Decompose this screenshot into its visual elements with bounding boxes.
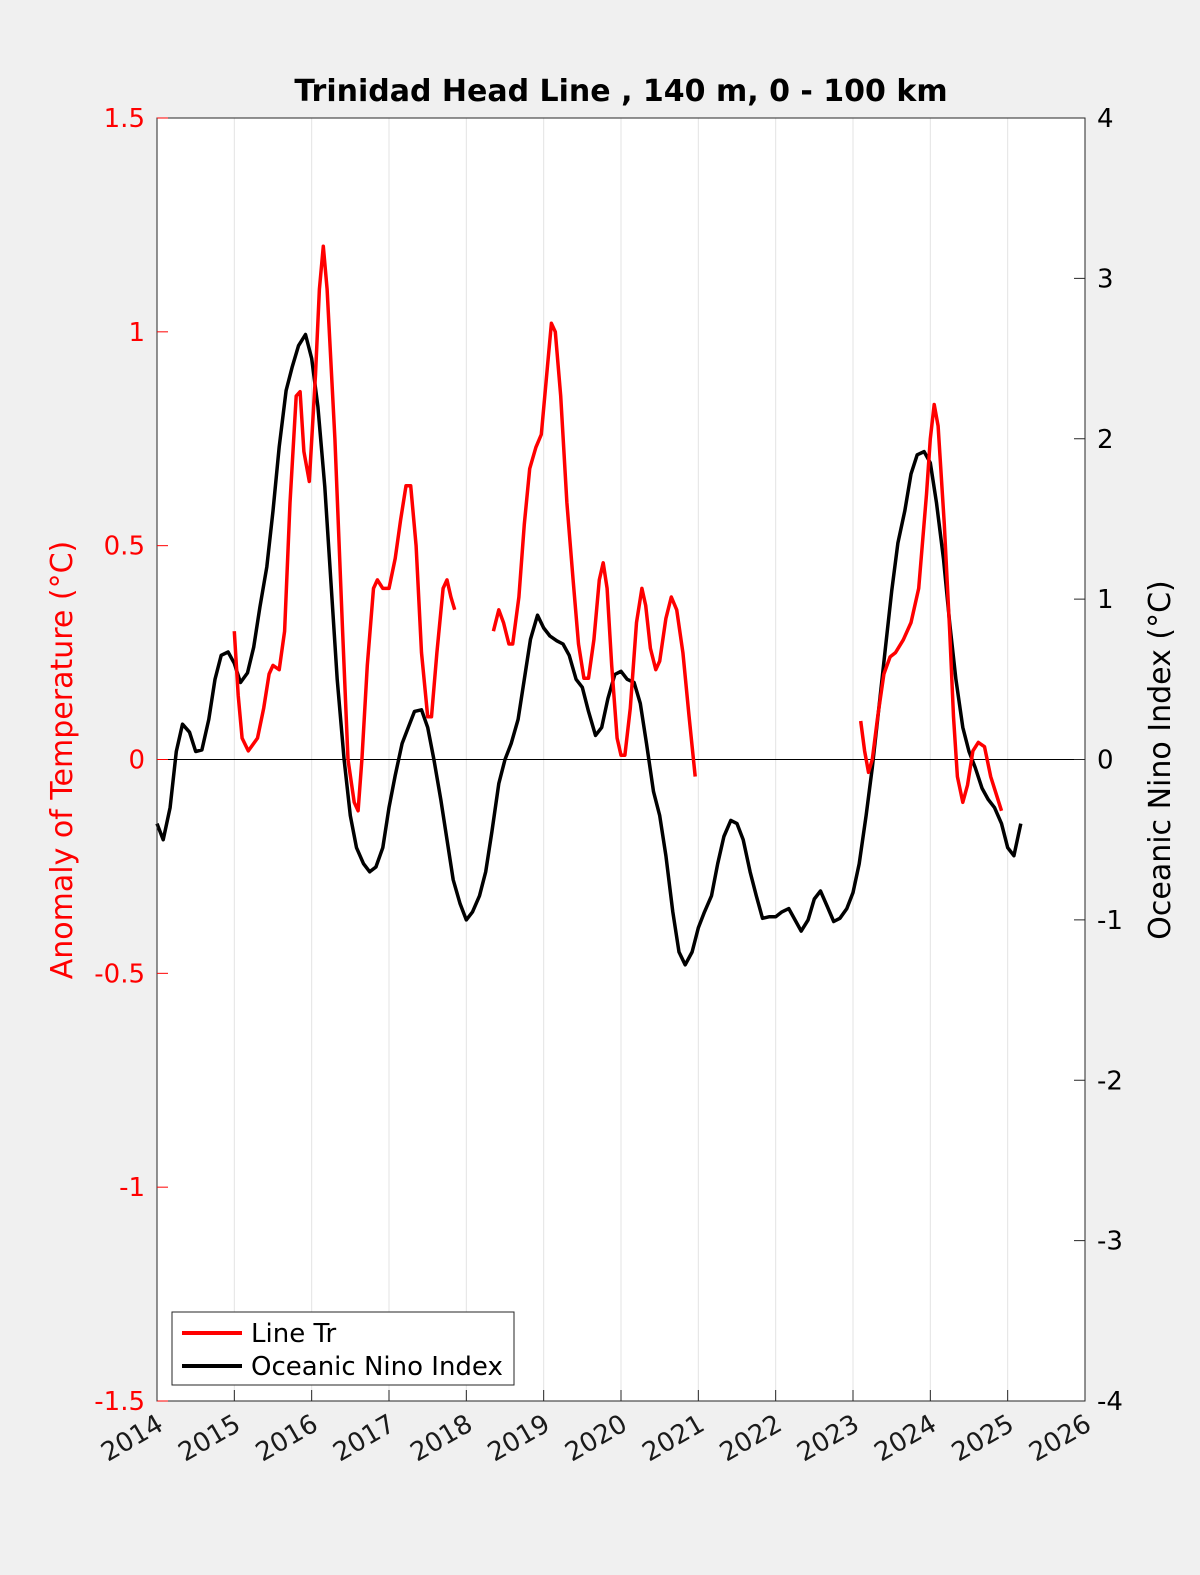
series-layer [155, 244, 1023, 967]
y-right-tick-label: -1 [1097, 906, 1123, 936]
x-tick-label: 2025 [947, 1409, 1019, 1468]
legend-label-line-tr: Line Tr [251, 1319, 337, 1349]
x-tick-label: 2015 [174, 1409, 246, 1468]
legend-box [171, 1311, 515, 1386]
y-left-tick-label: 1 [128, 318, 145, 348]
y-left-tick-label: -0.5 [94, 959, 145, 989]
x-tick-label: 2016 [251, 1409, 323, 1468]
y-left-tick-label: 0.5 [104, 532, 145, 562]
y-right-tick-label: 0 [1097, 746, 1114, 776]
x-tick-label: 2022 [715, 1409, 787, 1468]
y-right-tick-label: 2 [1097, 425, 1114, 455]
x-tick-label: 2014 [96, 1409, 168, 1468]
y-left-tick-label: -1 [119, 1173, 145, 1203]
chart-title: Trinidad Head Line , 140 m, 0 - 100 km [294, 74, 947, 109]
x-tick-label: 2018 [406, 1409, 478, 1468]
y-left-tick-label: -1.5 [94, 1387, 145, 1417]
series-line-line-tr-segment-3 [858, 402, 1004, 812]
y-left-tick-label: 1.5 [104, 104, 145, 134]
legend-label-oni: Oceanic Nino Index [251, 1352, 503, 1382]
x-tick-label: 2020 [560, 1409, 632, 1468]
y-right-tick-label: 4 [1097, 104, 1114, 134]
x-tick-label: 2021 [638, 1409, 710, 1468]
y-right-tick-label: -3 [1097, 1227, 1123, 1257]
x-tick-label: 2017 [328, 1409, 400, 1468]
y-right-tick-label: 1 [1097, 585, 1114, 615]
y-left-tick-label: 0 [128, 746, 145, 776]
y-right-tick-label: -2 [1097, 1066, 1123, 1096]
y-axis-right-label: Oceanic Nino Index (°C) [1143, 580, 1178, 940]
y-right-tick-label: 3 [1097, 264, 1114, 294]
x-tick-label: 2026 [1024, 1409, 1096, 1468]
series-line-line-tr-segment-2 [491, 321, 697, 777]
x-tick-label: 2024 [870, 1409, 942, 1468]
y-right-tick-label: -4 [1097, 1387, 1123, 1417]
series-line-line-tr-segment-1 [232, 244, 457, 813]
x-tick-label: 2019 [483, 1409, 555, 1468]
x-tick-label: 2023 [792, 1409, 864, 1468]
y-axis-left-label: Anomaly of Temperature (°C) [45, 541, 80, 980]
legend: Line Tr Oceanic Nino Index [171, 1311, 515, 1386]
